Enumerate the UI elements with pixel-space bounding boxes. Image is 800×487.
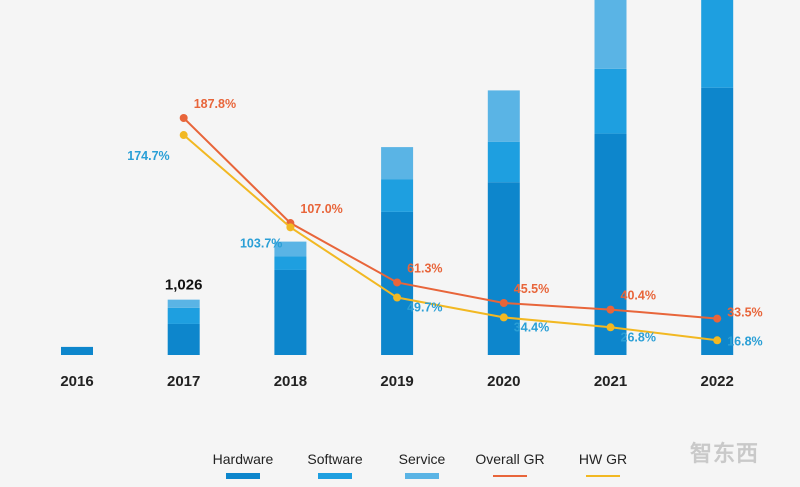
label-overall-gr-2021: 40.4% <box>621 289 656 303</box>
point-hw-gr-2021 <box>606 323 615 332</box>
bar-software-2017 <box>167 307 200 324</box>
point-hw-gr-2019 <box>393 293 402 302</box>
bar-service-2018 <box>274 241 307 257</box>
point-hw-gr-2020 <box>499 313 508 322</box>
bar-service-2020 <box>487 90 520 142</box>
label-hw-gr-2022: 16.8% <box>727 334 762 348</box>
bar-service-2017 <box>167 299 200 308</box>
legend-label-service: Service <box>399 451 446 467</box>
legend-label-hw-gr: HW GR <box>579 451 627 467</box>
watermark: 智东西 <box>690 441 759 466</box>
point-hw-gr-2017 <box>179 131 188 140</box>
bar-software-2021 <box>594 68 627 134</box>
total-label-layer: 1,02610,926 <box>165 277 203 294</box>
label-overall-gr-2018: 107.0% <box>300 202 342 216</box>
legend-swatch-software <box>318 473 352 479</box>
x-tick-2016: 2016 <box>60 373 93 390</box>
legend-swatch-hardware <box>226 473 260 479</box>
bar-hardware-2021 <box>594 133 627 355</box>
bar-software-2019 <box>381 179 414 212</box>
x-tick-2018: 2018 <box>274 373 307 390</box>
label-hw-gr-2020: 34.4% <box>514 320 549 334</box>
legend: Hardware Software Service Overall GR HW GR <box>213 451 627 479</box>
watermark-text: 智东西 <box>690 441 759 466</box>
point-overall-gr-2021 <box>606 305 615 314</box>
bar-hardware-2017 <box>167 323 200 355</box>
label-hw-gr-2018: 103.7% <box>240 236 282 250</box>
x-tick-2019: 2019 <box>380 373 413 390</box>
bar-service-2021 <box>594 0 627 69</box>
bar-hardware-2016 <box>61 346 93 355</box>
legend-label-software: Software <box>307 451 362 467</box>
bar-software-2018 <box>274 256 307 270</box>
label-overall-gr-2022: 33.5% <box>727 306 762 320</box>
x-tick-2022: 2022 <box>701 373 734 390</box>
point-hw-gr-2018 <box>286 223 295 232</box>
legend-swatch-service <box>405 473 439 479</box>
x-tick-2021: 2021 <box>594 373 627 390</box>
point-overall-gr-2019 <box>393 278 402 287</box>
label-hw-gr-2021: 26.8% <box>621 330 656 344</box>
label-hw-gr-2017: 174.7% <box>127 149 169 163</box>
point-hw-gr-2022 <box>713 336 722 345</box>
point-overall-gr-2022 <box>713 314 722 323</box>
point-overall-gr-2017 <box>179 114 188 122</box>
bar-hardware-2022 <box>701 87 734 355</box>
line-overall-gr <box>182 117 718 320</box>
legend-label-hardware: Hardware <box>213 451 274 467</box>
bar-software-2020 <box>487 141 520 183</box>
label-overall-gr-2020: 45.5% <box>514 282 549 296</box>
x-axis-labels: 2016 2017 2018 2019 2020 2021 2022 <box>60 373 734 390</box>
bar-hardware-2018 <box>274 269 307 355</box>
x-tick-2020: 2020 <box>487 373 520 390</box>
line-hw-gr <box>183 134 718 342</box>
legend-label-overall-gr: Overall GR <box>475 451 544 467</box>
label-overall-gr-2019: 61.3% <box>407 261 442 275</box>
x-tick-2017: 2017 <box>167 373 200 390</box>
bar-layer <box>61 0 734 355</box>
bar-hardware-2020 <box>487 182 520 355</box>
total-label-2017: 1,026 <box>165 277 203 294</box>
line-layer: 187.8% 107.0% 61.3% 45.5% 40.4% 33.5% 174.7% 10… <box>127 97 762 348</box>
label-overall-gr-2017: 187.8% <box>194 97 236 111</box>
bar-service-2019 <box>381 147 414 180</box>
label-hw-gr-2019: 49.7% <box>407 301 442 315</box>
bar-software-2022 <box>701 0 734 88</box>
point-overall-gr-2020 <box>499 298 508 307</box>
